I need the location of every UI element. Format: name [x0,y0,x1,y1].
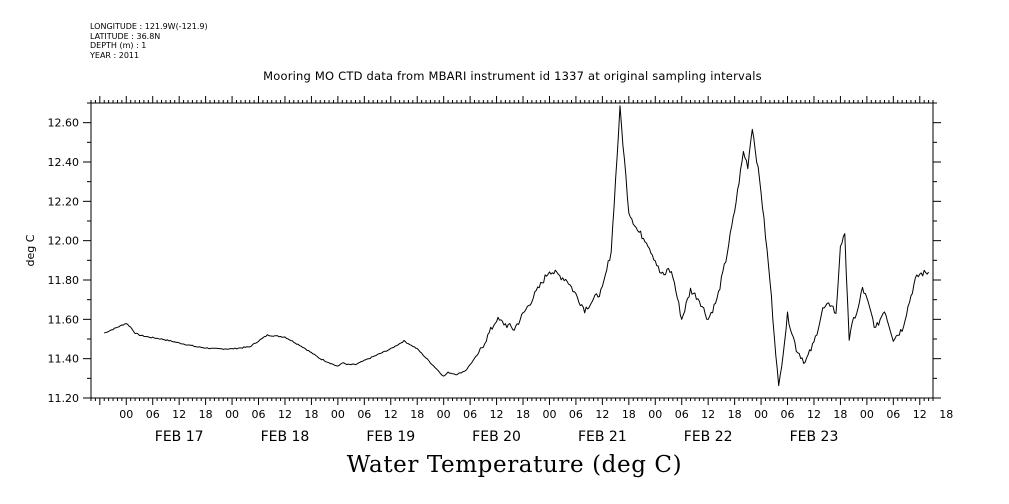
x-day-label: FEB 22 [684,429,733,445]
y-tick-label: 12.20 [48,195,80,208]
x-hour-label: 12 [701,408,715,421]
plot-frame [90,102,934,399]
x-hour-label: 06 [675,408,689,421]
y-tick-label: 12.60 [48,117,80,130]
y-tick-label: 12.40 [48,156,80,169]
x-day-label: FEB 23 [790,429,839,445]
y-tick-label: 11.40 [48,353,80,366]
y-tick-label: 11.80 [48,274,80,287]
x-hour-label: 12 [278,408,292,421]
x-hour-label: 06 [781,408,795,421]
chart-title: Mooring MO CTD data from MBARI instrumen… [263,69,762,83]
metadata-year: YEAR : 2011 [90,50,140,60]
y-tick-label: 11.20 [48,392,80,405]
x-hour-label: 00 [331,408,345,421]
x-hour-label: 00 [648,408,662,421]
x-hour-label: 12 [595,408,609,421]
x-hour-label: 00 [754,408,768,421]
x-hour-label: 18 [516,408,530,421]
x-hour-label: 00 [225,408,239,421]
x-hour-label: 12 [384,408,398,421]
x-hour-label: 06 [252,408,266,421]
x-hour-label: 12 [172,408,186,421]
x-hour-label: 18 [304,408,318,421]
x-hour-label: 18 [833,408,847,421]
x-day-label: FEB 21 [578,429,627,445]
x-hour-label: 18 [199,408,213,421]
x-hour-label: 12 [490,408,504,421]
x-hour-label: 06 [357,408,371,421]
metadata-longitude: LONGITUDE : 121.9W(-121.9) [90,22,208,31]
x-day-label: FEB 17 [155,429,204,445]
x-hour-label: 06 [569,408,583,421]
y-tick-label: 11.60 [48,313,80,326]
x-hour-label: 06 [146,408,160,421]
x-hour-label: 06 [463,408,477,421]
metadata-block: LONGITUDE : 121.9W(-121.9) LATITUDE : 36… [90,22,208,60]
temperature-series-line [103,105,930,387]
x-day-label: FEB 19 [366,429,415,445]
x-hour-label: 06 [886,408,900,421]
x-hour-label: 18 [939,408,953,421]
metadata-latitude: LATITUDE : 36.8N [90,31,161,41]
x-hour-label: 00 [542,408,556,421]
x-hour-label: 18 [410,408,424,421]
x-hour-label: 12 [807,408,821,421]
x-hour-label: 00 [860,408,874,421]
x-day-label: FEB 20 [472,429,521,445]
x-axis-label: Water Temperature (deg C) [346,452,683,478]
x-hour-label: 00 [119,408,133,421]
x-hour-label: 18 [728,408,742,421]
y-axis-label: deg C [24,234,37,266]
x-hour-label: 18 [622,408,636,421]
x-hour-label: 12 [913,408,927,421]
y-tick-label: 12.00 [48,235,80,248]
metadata-depth: DEPTH (m) : 1 [90,41,147,50]
x-day-label: FEB 18 [261,429,310,445]
x-hour-label: 00 [437,408,451,421]
